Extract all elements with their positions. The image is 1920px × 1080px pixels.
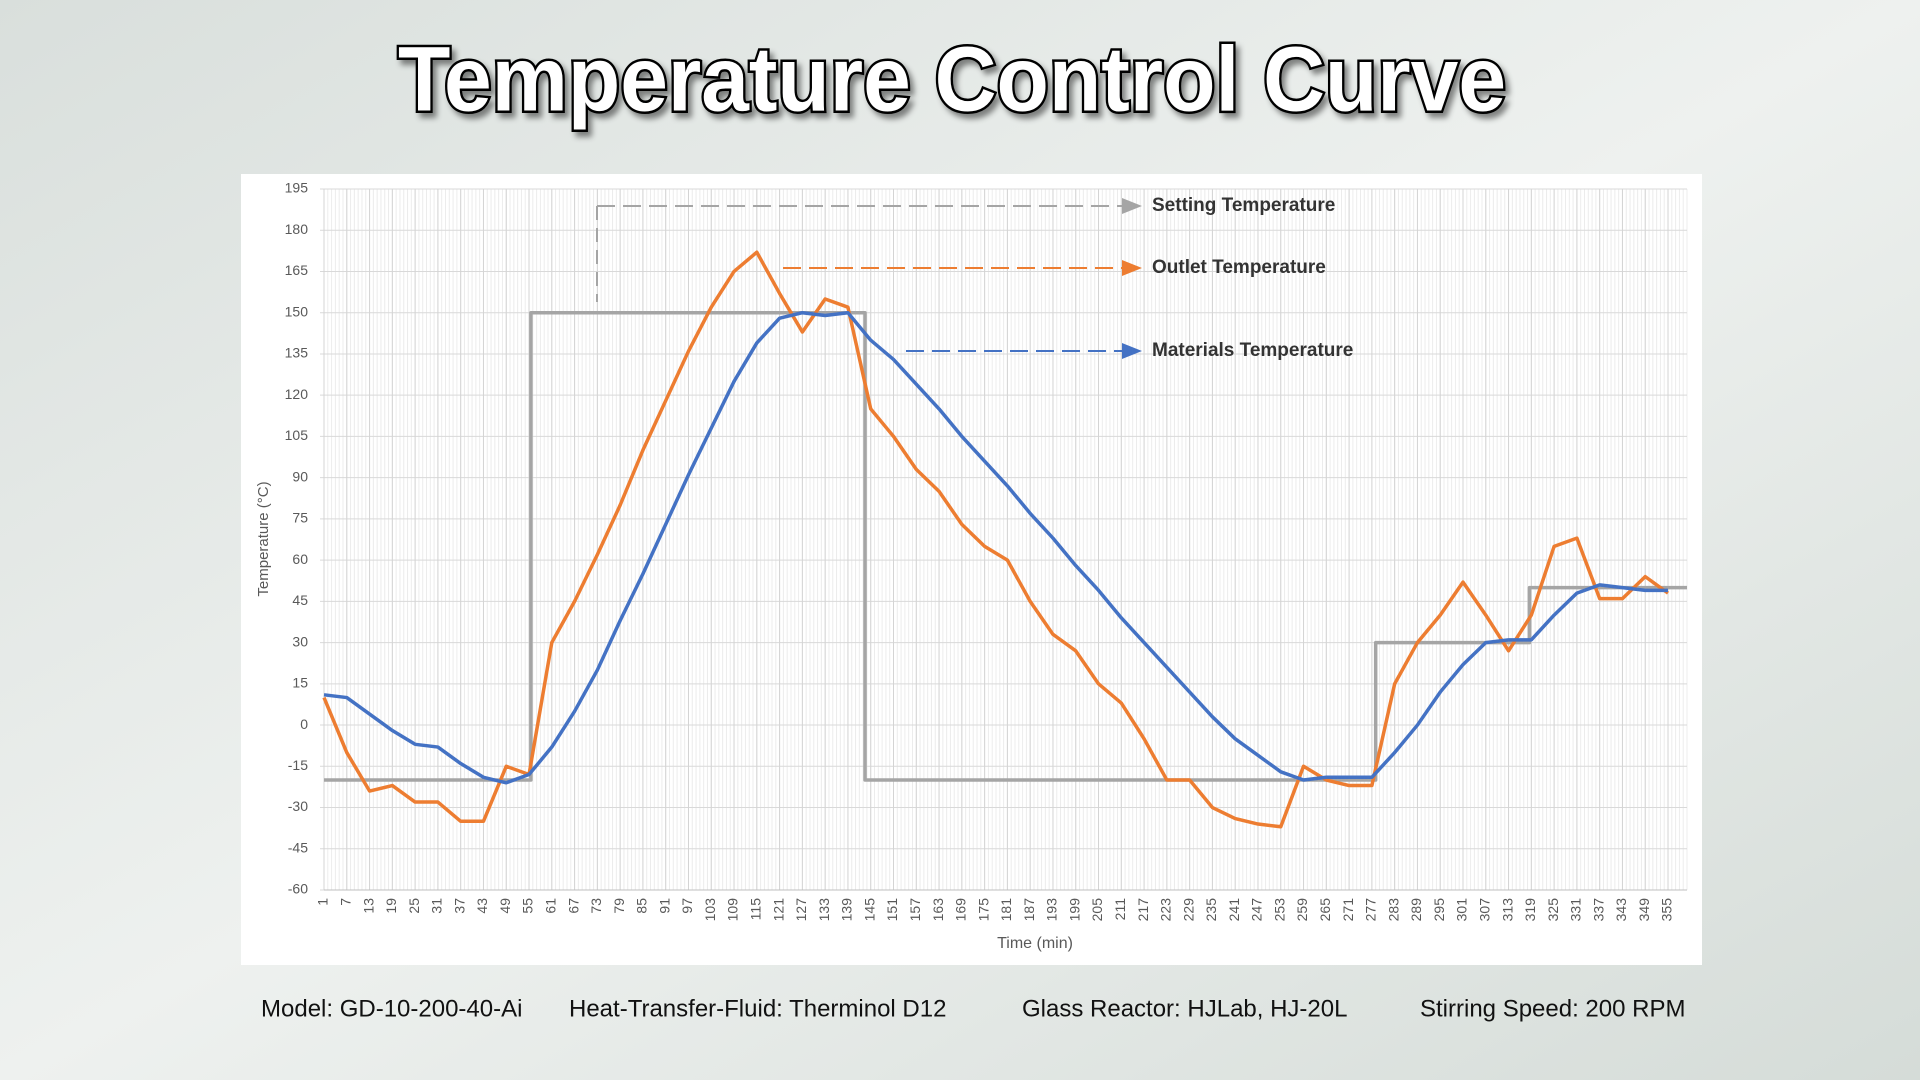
x-tick-label: 247 bbox=[1249, 898, 1265, 922]
x-tick-label: 337 bbox=[1590, 898, 1606, 922]
x-tick-label: 187 bbox=[1021, 898, 1037, 922]
footer-item: Stirring Speed: 200 RPM bbox=[1420, 995, 1685, 1022]
x-tick-label: 277 bbox=[1363, 898, 1379, 922]
x-tick-label: 163 bbox=[930, 898, 946, 922]
x-tick-label: 151 bbox=[884, 898, 900, 922]
footer-item: Model: GD-10-200-40-Ai bbox=[261, 995, 522, 1022]
slide-title: Temperature Control Curve bbox=[398, 28, 1506, 130]
y-tick-label: 90 bbox=[292, 468, 308, 484]
x-tick-label: 349 bbox=[1636, 898, 1652, 922]
footer-item: Glass Reactor: HJLab, HJ-20L bbox=[1022, 995, 1347, 1022]
y-tick-label: -30 bbox=[288, 798, 308, 814]
x-tick-label: 109 bbox=[725, 898, 741, 922]
x-tick-label: 121 bbox=[770, 898, 786, 922]
x-tick-label: 265 bbox=[1317, 898, 1333, 922]
x-tick-label: 241 bbox=[1226, 898, 1242, 922]
x-tick-label: 313 bbox=[1499, 898, 1515, 922]
x-tick-label: 289 bbox=[1408, 898, 1424, 922]
series-line bbox=[323, 310, 1669, 785]
x-tick-label: 133 bbox=[816, 898, 832, 922]
y-tick-label: 45 bbox=[292, 592, 308, 608]
x-tick-label: 43 bbox=[474, 898, 490, 914]
x-tick-label: 283 bbox=[1385, 898, 1401, 922]
x-tick-label: 1 bbox=[315, 898, 331, 906]
x-tick-label: 307 bbox=[1476, 898, 1492, 922]
x-tick-label: 205 bbox=[1089, 898, 1105, 922]
y-tick-label: 180 bbox=[285, 221, 309, 237]
x-tick-label: 85 bbox=[634, 898, 650, 914]
x-tick-label: 13 bbox=[360, 898, 376, 914]
y-tick-label: 60 bbox=[292, 551, 308, 567]
x-tick-label: 49 bbox=[497, 898, 513, 914]
x-tick-label: 67 bbox=[565, 898, 581, 914]
y-tick-label: -60 bbox=[288, 881, 308, 897]
x-tick-label: 7 bbox=[337, 898, 353, 906]
x-tick-label: 37 bbox=[451, 898, 467, 914]
x-tick-label: 175 bbox=[975, 898, 991, 922]
y-tick-label: -45 bbox=[288, 839, 308, 855]
legend-label: Outlet Temperature bbox=[1152, 257, 1326, 278]
x-tick-label: 25 bbox=[406, 898, 422, 914]
x-tick-label: 259 bbox=[1294, 898, 1310, 922]
y-tick-label: 195 bbox=[285, 180, 309, 196]
x-tick-label: 127 bbox=[793, 898, 809, 922]
x-tick-label: 31 bbox=[429, 898, 445, 914]
x-tick-label: 211 bbox=[1112, 898, 1128, 921]
chart: -60 -45 -30 -15 0 15 30 45 60 75 90 105 120 135 150 165… bbox=[285, 180, 1688, 922]
x-tick-label: 199 bbox=[1066, 898, 1082, 922]
y-tick-label: 30 bbox=[292, 633, 308, 649]
x-tick-label: 271 bbox=[1340, 898, 1356, 922]
x-tick-label: 73 bbox=[588, 898, 604, 914]
x-tick-label: 331 bbox=[1568, 898, 1584, 922]
y-axis-label: Temperature (°C) bbox=[255, 481, 272, 596]
y-tick-label: 165 bbox=[285, 262, 309, 278]
x-tick-label: 217 bbox=[1135, 898, 1151, 922]
x-tick-label: 145 bbox=[861, 898, 877, 922]
x-tick-label: 79 bbox=[611, 898, 627, 914]
x-tick-label: 253 bbox=[1271, 898, 1287, 922]
x-tick-label: 325 bbox=[1545, 898, 1561, 922]
series-line bbox=[322, 250, 1670, 829]
legend-label: Setting Temperature bbox=[1152, 195, 1335, 216]
x-tick-label: 97 bbox=[679, 898, 695, 914]
x-tick-label: 91 bbox=[656, 898, 672, 914]
y-tick-label: 15 bbox=[292, 675, 308, 691]
x-tick-label: 295 bbox=[1431, 898, 1447, 922]
y-tick-label: 120 bbox=[285, 386, 309, 402]
x-tick-label: 61 bbox=[543, 898, 559, 914]
x-tick-label: 19 bbox=[383, 898, 399, 914]
x-tick-label: 235 bbox=[1203, 898, 1219, 922]
x-tick-label: 355 bbox=[1659, 898, 1675, 922]
x-axis-label: Time (min) bbox=[997, 935, 1073, 952]
x-tick-label: 319 bbox=[1522, 898, 1538, 922]
x-tick-label: 55 bbox=[520, 898, 536, 914]
x-tick-label: 343 bbox=[1613, 898, 1629, 922]
x-tick-label: 115 bbox=[748, 898, 764, 921]
x-tick-label: 301 bbox=[1454, 898, 1470, 922]
x-tick-label: 223 bbox=[1158, 898, 1174, 922]
y-tick-label: 150 bbox=[285, 303, 309, 319]
legend-label: Materials Temperature bbox=[1152, 340, 1353, 361]
x-tick-label: 229 bbox=[1180, 898, 1196, 922]
y-tick-label: -15 bbox=[288, 757, 308, 773]
x-tick-label: 169 bbox=[953, 898, 969, 922]
y-tick-label: 105 bbox=[285, 427, 309, 443]
x-tick-label: 139 bbox=[839, 898, 855, 922]
y-tick-label: 0 bbox=[300, 716, 308, 732]
y-tick-label: 75 bbox=[292, 510, 308, 526]
y-tick-label: 135 bbox=[285, 345, 309, 361]
chart-panel bbox=[241, 174, 1702, 965]
x-tick-label: 103 bbox=[702, 898, 718, 922]
x-tick-label: 181 bbox=[998, 898, 1014, 922]
footer-item: Heat-Transfer-Fluid: Therminol D12 bbox=[569, 995, 946, 1022]
x-tick-label: 193 bbox=[1044, 898, 1060, 922]
x-tick-label: 157 bbox=[907, 898, 923, 922]
